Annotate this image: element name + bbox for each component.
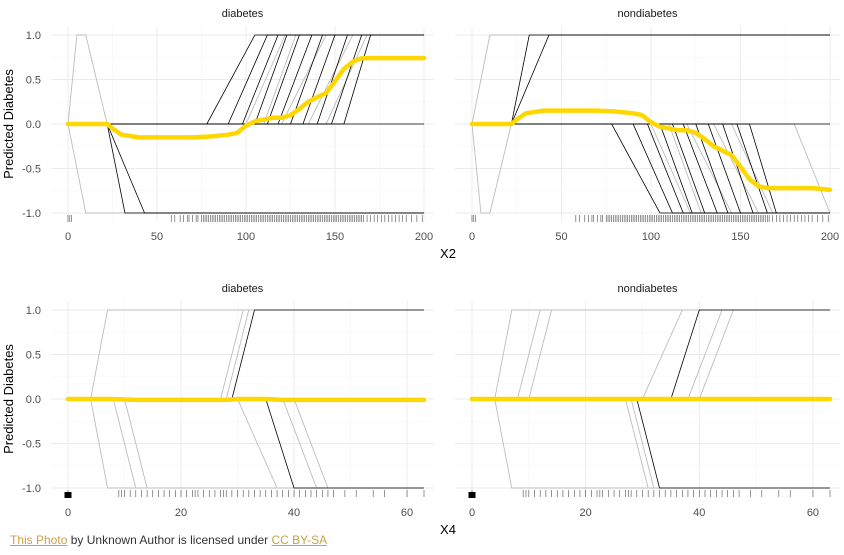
x-tick-label: 0: [65, 231, 71, 243]
y-tick-label: 1.0: [26, 30, 41, 42]
panel-x4-diabetes: diabetes 0 20 40 60 -1.0 -0.5 0.0 0.5 1.0: [22, 283, 434, 519]
facet-strip-label: diabetes: [222, 8, 264, 20]
y-tick-label: -0.5: [22, 164, 41, 176]
attribution-caption: This Photo by Unknown Author is licensed…: [10, 533, 327, 547]
y-tick-label: -0.5: [22, 439, 41, 451]
x-tick-label: 60: [807, 507, 819, 519]
y-tick-label: -1.0: [22, 208, 41, 220]
x-tick-label: 20: [175, 507, 187, 519]
facet-strip-label: nondiabetes: [618, 283, 678, 295]
ice-curve-light: [67, 34, 108, 125]
x-tick-label: 200: [415, 231, 433, 243]
x-tick-label: 100: [642, 231, 660, 243]
caption-text: by Unknown Author is licensed under: [70, 533, 269, 547]
x-tick-label: 100: [237, 231, 255, 243]
y-axis-title: Predicted Diabetes: [1, 344, 16, 454]
rug-marker: [64, 492, 72, 498]
y-tick-label: 0.5: [26, 75, 41, 87]
x-axis-title: X2: [440, 246, 456, 261]
panel-x2-nondiabetes: nondiabetes 0 50 100 150 200: [455, 8, 840, 243]
panel-x2-diabetes: diabetes 0 50 100 150 200 -1.0 -0.5 0.0 0.5 1.0: [22, 8, 434, 243]
y-axis-title: Predicted Diabetes: [1, 69, 16, 179]
x-tick-label: 50: [555, 231, 567, 243]
y-tick-label: 1.0: [26, 305, 41, 317]
photo-link[interactable]: This Photo: [10, 533, 68, 547]
y-tick-label: 0.5: [26, 350, 41, 362]
x-tick-label: 0: [469, 231, 475, 243]
x-tick-label: 150: [731, 231, 749, 243]
pdp-line: [65, 396, 427, 403]
pdp-line: [65, 55, 427, 140]
x-axis-title: X4: [440, 522, 456, 537]
x-tick-label: 60: [401, 507, 413, 519]
license-link[interactable]: CC BY-SA: [271, 533, 328, 547]
ice-curve-light: [471, 123, 512, 214]
y-tick-label: 0.0: [26, 394, 41, 406]
facet-strip-label: diabetes: [222, 283, 264, 295]
pdp-line: [469, 108, 833, 193]
y-tick-label: -1.0: [22, 483, 41, 495]
x-tick-label: 40: [693, 507, 705, 519]
facet-strip-label: nondiabetes: [618, 8, 678, 20]
x-tick-label: 0: [469, 507, 475, 519]
x-tick-label: 0: [65, 507, 71, 519]
y-tick-label: 0.0: [26, 119, 41, 131]
chart-x4: diabetes 0 20 40 60 -1.0 -0.5 0.0 0.5 1.0 nondiabe…: [1, 283, 840, 537]
chart-x2: diabetes 0 50 100 150 200 -1.0 -0.5 0.0 0.5 1.0 non…: [1, 8, 840, 261]
panel-x4-nondiabetes: nondiabetes 0 20 40 60: [455, 283, 840, 519]
x-tick-label: 20: [580, 507, 592, 519]
x-tick-label: 200: [821, 231, 839, 243]
x-tick-label: 150: [326, 231, 344, 243]
rug-marker: [468, 492, 476, 498]
x-tick-label: 40: [288, 507, 300, 519]
x-tick-label: 50: [151, 231, 163, 243]
